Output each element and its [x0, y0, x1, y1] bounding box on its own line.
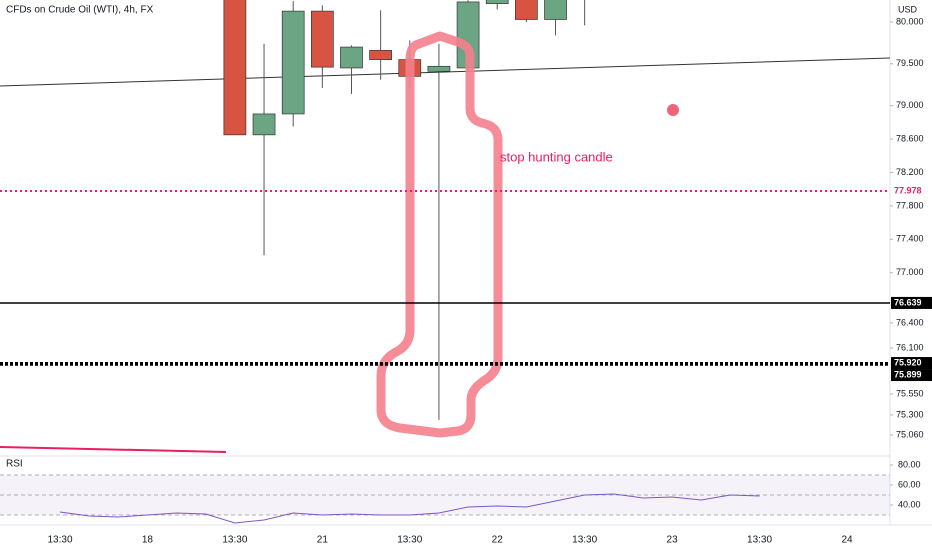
highlight-shape — [376, 31, 503, 438]
price-label: 75.920 — [894, 357, 922, 367]
chart-title: CFDs on Crude Oil (WTI), 4h, FX — [6, 5, 154, 16]
currency: USD — [898, 4, 918, 14]
price-label: 77.978 — [894, 185, 922, 195]
candle-body — [369, 50, 392, 60]
candle-body — [310, 10, 334, 68]
candle-body — [427, 65, 451, 72]
trend-line — [0, 57, 891, 87]
y-tick-label: 78.200 — [896, 167, 924, 177]
price-label-box — [891, 296, 932, 309]
x-tick-label: 13:30 — [47, 535, 72, 546]
rsi-tick-label: 80.00 — [898, 459, 921, 469]
y-tick-label: 77.800 — [896, 200, 924, 210]
x-tick-label: 13:30 — [222, 535, 247, 546]
price-label: 75.899 — [894, 369, 922, 379]
candle-body — [252, 113, 276, 136]
candle-body — [544, 0, 567, 20]
rsi-tick-label: 40.00 — [898, 499, 921, 509]
x-tick-label: 24 — [841, 535, 853, 546]
marker-dot — [667, 104, 679, 116]
x-tick-label: 13:30 — [747, 535, 772, 546]
x-tick-label: 18 — [142, 535, 154, 546]
price-label-box — [891, 369, 932, 382]
rsi-tick-label: 60.00 — [898, 479, 921, 489]
y-tick-label: 77.000 — [896, 267, 924, 277]
candle-body — [340, 46, 363, 69]
rsi-label: RSI — [6, 459, 23, 470]
y-tick-label: 77.400 — [896, 234, 924, 244]
price-label: 76.639 — [894, 297, 922, 307]
candles — [223, 0, 586, 420]
x-tick-label: 13:30 — [572, 535, 597, 546]
x-tick-label: 21 — [317, 535, 329, 546]
candle-body — [515, 0, 538, 20]
y-tick-label: 79.500 — [896, 58, 924, 68]
x-tick-label: 13:30 — [397, 535, 422, 546]
y-tick-label: 76.100 — [896, 342, 924, 352]
y-tick-label: 75.060 — [896, 429, 924, 439]
indicator-line — [0, 446, 227, 453]
y-tick-label: 75.550 — [896, 388, 924, 398]
y-tick-label: 78.600 — [896, 133, 924, 143]
candle-body — [281, 10, 305, 115]
price-label-box — [891, 357, 932, 370]
price-label-box — [891, 185, 932, 198]
x-tick-label: 22 — [492, 535, 504, 546]
y-tick-label: 80.000 — [896, 16, 924, 26]
x-tick-label: 23 — [667, 535, 679, 546]
y-tick-label: 75.300 — [896, 409, 924, 419]
candle-body — [223, 0, 247, 136]
y-tick-label: 76.400 — [896, 317, 924, 327]
rsi-line — [59, 493, 760, 524]
candle-body — [485, 0, 509, 4]
annotation: stop hunting candle — [500, 149, 613, 164]
y-tick-label: 79.000 — [896, 100, 924, 110]
